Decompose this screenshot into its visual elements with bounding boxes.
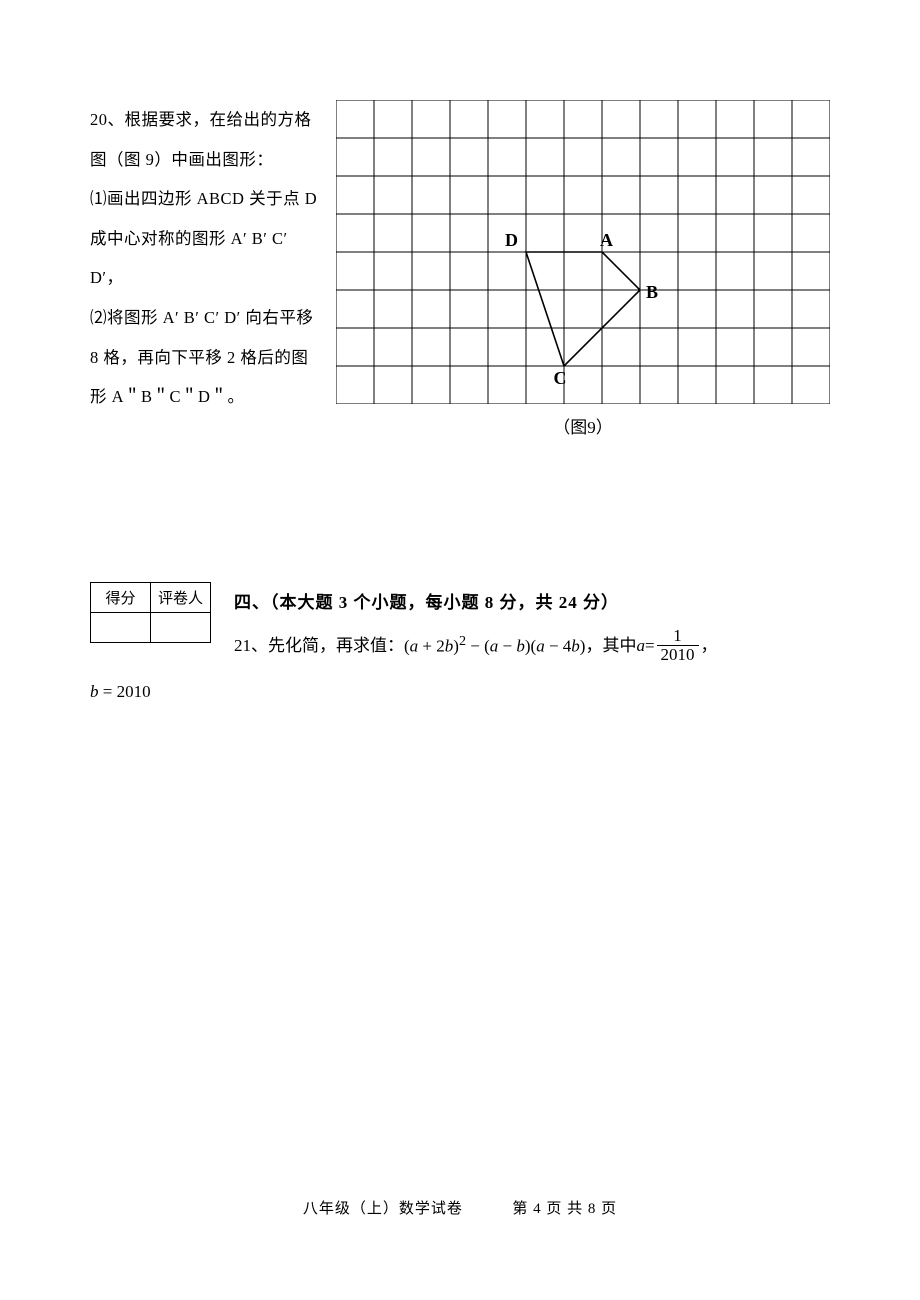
svg-text:A: A [600, 230, 613, 250]
frac-denominator: 2010 [657, 645, 699, 664]
q21-fraction: 1 2010 [657, 627, 699, 664]
q21-prefix: 先化简，再求值： [268, 632, 404, 659]
question-20-figure: A B C D （图9） [336, 100, 830, 438]
svg-text:C: C [554, 368, 567, 388]
question-20-text: 20、根据要求，在给出的方格图（图 9）中画出图形： ⑴画出四边形 ABCD 关… [90, 100, 320, 417]
q21-var-a: a [636, 632, 645, 659]
score-header-score: 得分 [91, 583, 151, 613]
score-cell-score[interactable] [91, 613, 151, 643]
q20-part1: ⑴画出四边形 ABCD 关于点 D 成中心对称的图形 A′ B′ C′ D′， [90, 189, 317, 287]
q21-post: ，其中 [585, 632, 636, 659]
score-table: 得分 评卷人 [90, 582, 211, 643]
svg-text:B: B [646, 282, 658, 302]
score-cell-grader[interactable] [151, 613, 211, 643]
q21-eq: = [645, 632, 655, 659]
score-header-grader: 评卷人 [151, 583, 211, 613]
question-21-b-value: b = 2010 [90, 682, 830, 702]
q20-number: 20、 [90, 110, 125, 129]
question-20-block: 20、根据要求，在给出的方格图（图 9）中画出图形： ⑴画出四边形 ABCD 关… [90, 100, 830, 438]
page-footer: 八年级（上）数学试卷 第 4 页 共 8 页 [0, 1197, 920, 1218]
q21-expression: (a + 2b)2 − (a − b)(a − 4b) [404, 630, 585, 660]
figure-9-caption: （图9） [336, 413, 830, 438]
frac-numerator: 1 [669, 627, 686, 645]
q21-tail-comma: ， [701, 632, 718, 659]
footer-right: 第 4 页 共 8 页 [512, 1201, 617, 1217]
section-4-title: 四、（本大题 3 个小题，每小题 8 分，共 24 分） [234, 582, 830, 613]
svg-text:D: D [505, 230, 518, 250]
q20-part2: ⑵将图形 A′ B′ C′ D′ 向右平移 8 格，再向下平移 2 格后的图形 … [90, 308, 313, 406]
footer-left: 八年级（上）数学试卷 [303, 1201, 463, 1217]
section-4: 得分 评卷人 四、（本大题 3 个小题，每小题 8 分，共 24 分） 21、 … [90, 582, 830, 702]
question-21-line: 21、 先化简，再求值： (a + 2b)2 − (a − b)(a − 4b)… [234, 627, 830, 664]
q21-number: 21、 [234, 632, 268, 659]
grid-figure: A B C D [336, 100, 830, 404]
